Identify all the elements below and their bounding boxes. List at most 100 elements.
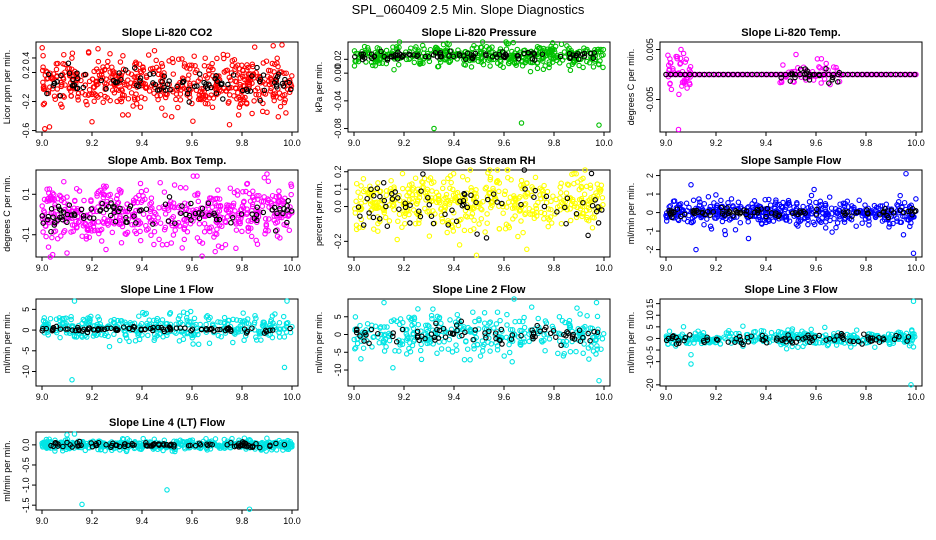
data-point	[591, 58, 598, 64]
data-point	[521, 202, 528, 208]
data-point	[133, 220, 139, 226]
data-point	[441, 338, 447, 345]
x-tick-label: 9.4	[760, 263, 773, 273]
data-point	[191, 53, 197, 59]
x-tick-label: 9.0	[348, 263, 361, 273]
data-point	[196, 215, 203, 222]
y-tick-label: -0.6	[21, 123, 31, 139]
data-point	[175, 56, 182, 62]
data-point	[395, 218, 401, 225]
data-point	[225, 81, 231, 88]
data-point	[245, 224, 251, 231]
y-axis-label: kPa per min.	[314, 62, 324, 113]
series-all	[663, 46, 919, 133]
data-point	[94, 190, 100, 197]
data-point	[675, 126, 682, 133]
data-point	[512, 60, 518, 67]
data-point	[437, 53, 444, 60]
data-point	[861, 331, 867, 337]
y-tick-label: -5	[645, 346, 655, 354]
data-point	[169, 215, 175, 222]
data-point	[563, 190, 570, 196]
data-point	[388, 177, 394, 184]
data-point	[107, 51, 113, 57]
data-point	[157, 92, 164, 99]
data-point	[394, 56, 401, 62]
data-point	[429, 188, 435, 194]
series-all	[40, 298, 295, 383]
chart-title: Slope Line 3 Flow	[745, 284, 838, 296]
data-point	[469, 211, 476, 217]
data-point	[497, 317, 503, 324]
data-point	[479, 348, 486, 354]
data-point	[503, 46, 510, 52]
data-point	[383, 344, 389, 350]
data-point	[154, 93, 160, 99]
data-point	[567, 348, 574, 355]
data-point	[133, 66, 139, 73]
data-point	[525, 50, 532, 56]
data-point	[701, 201, 708, 207]
data-point	[600, 331, 607, 337]
data-point	[245, 79, 251, 86]
data-point	[280, 313, 287, 320]
data-point	[555, 350, 561, 357]
data-point	[468, 52, 474, 58]
data-point	[547, 214, 554, 220]
data-point	[233, 245, 239, 252]
data-point	[196, 221, 203, 227]
data-point	[285, 198, 291, 204]
data-point	[199, 253, 205, 259]
data-point	[134, 199, 141, 206]
data-point	[591, 50, 597, 56]
data-point	[484, 220, 490, 226]
data-point	[683, 56, 690, 63]
data-point	[178, 210, 184, 216]
data-point	[131, 74, 138, 80]
data-point	[688, 351, 694, 358]
data-point	[678, 46, 684, 53]
x-tick-label: 9.8	[548, 392, 561, 402]
y-axis-label: ml/min per min.	[314, 312, 324, 374]
data-point	[383, 192, 390, 199]
data-point	[45, 71, 52, 78]
data-point	[201, 229, 208, 235]
data-point	[534, 65, 541, 72]
data-point	[186, 86, 192, 92]
data-point	[355, 189, 361, 195]
data-point	[83, 236, 90, 242]
data-point	[137, 75, 144, 81]
data-point	[567, 217, 574, 224]
data-point	[208, 64, 214, 71]
data-point	[288, 208, 295, 214]
data-point	[567, 67, 574, 74]
data-point	[100, 64, 106, 70]
y-tick-label: 0	[333, 332, 343, 337]
data-point	[88, 197, 94, 203]
data-point	[718, 197, 724, 204]
data-point	[172, 220, 178, 226]
data-point	[793, 51, 799, 58]
data-point	[288, 86, 294, 93]
data-point	[167, 87, 173, 93]
data-point	[45, 244, 52, 250]
data-point	[701, 221, 707, 228]
data-point	[395, 49, 401, 55]
data-point	[208, 84, 214, 91]
data-point	[518, 218, 524, 224]
y-axis-label: ml/min per min.	[2, 440, 12, 502]
data-point	[48, 206, 55, 212]
data-point	[207, 228, 213, 235]
data-point	[910, 298, 917, 305]
data-point	[114, 79, 121, 85]
data-point	[197, 96, 203, 102]
data-point	[361, 43, 368, 50]
data-point	[230, 339, 236, 346]
data-point	[596, 122, 602, 128]
data-point	[241, 337, 247, 344]
data-point	[505, 199, 512, 206]
data-point	[137, 68, 144, 75]
data-point	[728, 196, 735, 202]
data-point	[248, 225, 254, 231]
